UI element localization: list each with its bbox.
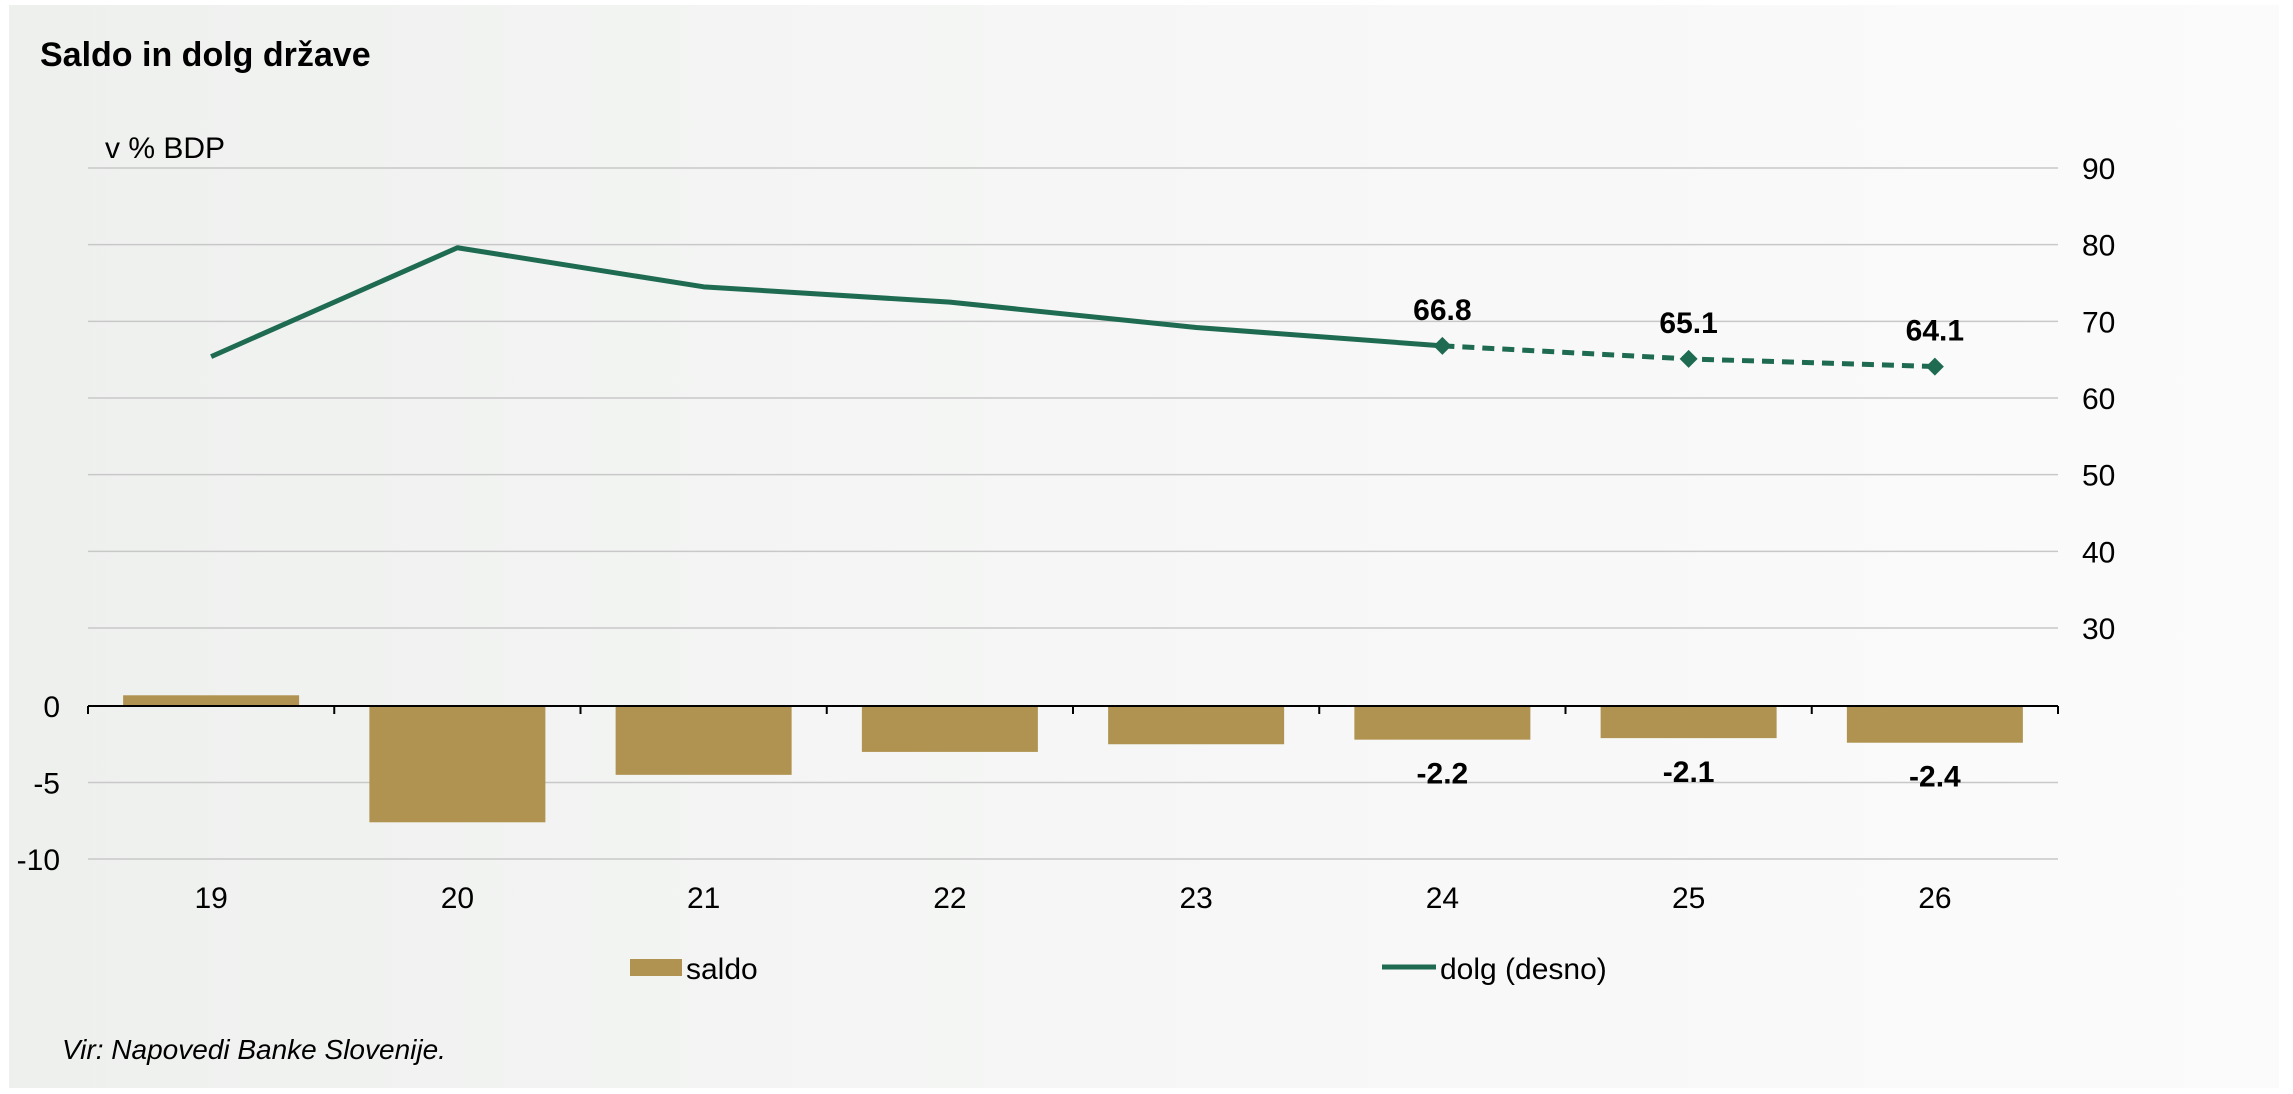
legend-saldo-swatch — [630, 959, 682, 976]
right-tick-label: 80 — [2082, 230, 2115, 263]
dolg-line — [210, 245, 1944, 376]
dolg-line-actual — [210, 245, 1443, 359]
saldo-bar — [369, 706, 546, 823]
left-tick-label: 0 — [43, 691, 60, 724]
saldo-bar — [123, 695, 300, 706]
saldo-bar — [1846, 706, 2023, 743]
source-note: Vir: Napovedi Banke Slovenije. — [62, 1034, 446, 1065]
category-label: 24 — [1426, 882, 1459, 915]
dolg-marker — [1433, 336, 1452, 355]
right-tick-label: 70 — [2082, 306, 2115, 339]
right-tick-label: 30 — [2082, 613, 2115, 646]
category-label: 21 — [687, 882, 720, 915]
category-label: 22 — [933, 882, 966, 915]
saldo-bar — [1108, 706, 1285, 745]
category-label: 26 — [1918, 882, 1951, 915]
saldo-bars — [123, 695, 2023, 823]
right-tick-label: 40 — [2082, 536, 2115, 569]
legend-saldo-label: saldo — [686, 953, 758, 986]
left-tick-label: -10 — [17, 844, 60, 877]
saldo-bar — [1600, 706, 1777, 739]
saldo-bar — [615, 706, 792, 775]
unit-label: v % BDP — [105, 132, 225, 165]
legend: saldo dolg (desno) — [630, 953, 1607, 986]
saldo-data-label: -2.4 — [1909, 761, 1961, 794]
chart-card — [9, 5, 2279, 1088]
left-tick-label: -5 — [33, 768, 60, 801]
dolg-data-label: 64.1 — [1906, 315, 1964, 348]
axes — [87, 705, 2059, 714]
category-label: 20 — [441, 882, 474, 915]
legend-dolg-label: dolg (desno) — [1440, 953, 1607, 986]
dolg-data-label: 65.1 — [1659, 307, 1717, 340]
category-label: 23 — [1179, 882, 1212, 915]
right-tick-label: 50 — [2082, 460, 2115, 493]
category-label: 19 — [194, 882, 227, 915]
right-tick-label: 60 — [2082, 383, 2115, 416]
saldo-data-label: -2.1 — [1663, 756, 1715, 789]
saldo-data-label: -2.2 — [1417, 758, 1469, 791]
dolg-data-label: 66.8 — [1413, 294, 1471, 327]
chart-title: Saldo in dolg države — [40, 36, 371, 74]
category-label: 25 — [1672, 882, 1705, 915]
right-tick-label: 90 — [2082, 153, 2115, 186]
saldo-bar — [861, 706, 1038, 752]
saldo-bar — [1354, 706, 1531, 740]
dolg-marker — [1925, 357, 1944, 376]
dolg-marker — [1679, 349, 1698, 368]
labels: 90 80 70 60 50 40 30 0 -5 -10 -2.2 -2.1 -2.4 19 20 21 22… — [17, 153, 2116, 915]
